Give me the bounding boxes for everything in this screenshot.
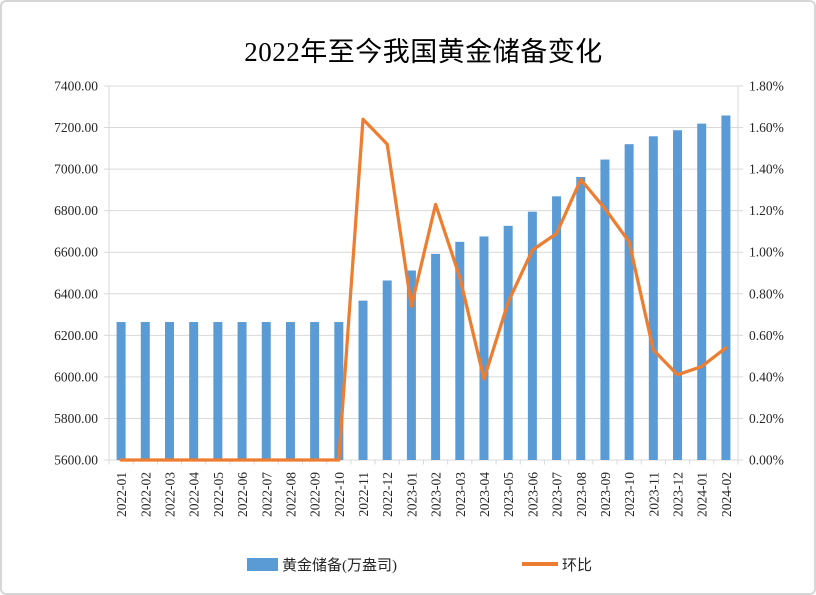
legend-label-gold-reserves: 黄金储备(万盎司) — [282, 557, 397, 574]
y2-axis-tick-label: 1.80% — [749, 79, 784, 94]
x-axis-tick-label: 2023-08 — [574, 472, 589, 517]
bar — [721, 115, 731, 460]
bar — [382, 280, 392, 460]
bar — [431, 253, 441, 460]
y2-axis-tick-label: 1.00% — [749, 245, 784, 260]
x-axis-tick-label: 2023-04 — [477, 472, 492, 517]
x-axis-tick-label: 2024-02 — [719, 472, 734, 517]
y-axis-tick-label: 6400.00 — [54, 286, 98, 301]
x-axis-tick-label: 2022-07 — [259, 472, 274, 517]
bar — [406, 270, 416, 460]
x-axis-tick-label: 2023-02 — [429, 472, 444, 517]
y-axis-tick-label: 6200.00 — [54, 328, 98, 343]
y2-axis-tick-label: 1.40% — [749, 162, 784, 177]
y2-axis-tick-label: 0.80% — [749, 286, 784, 301]
y-axis-tick-label: 7000.00 — [54, 162, 98, 177]
x-axis-tick-label: 2022-06 — [235, 472, 250, 517]
x-axis-tick-label: 2023-07 — [550, 472, 565, 517]
x-axis-tick-label: 2022-03 — [162, 472, 177, 517]
x-axis-tick-label: 2022-10 — [332, 472, 347, 517]
bar — [358, 300, 368, 460]
trend-line — [119, 117, 728, 462]
y-axis-tick-label: 7200.00 — [54, 120, 98, 135]
bar — [648, 136, 658, 460]
y2-axis-tick-label: 0.40% — [749, 369, 784, 384]
bar-swatch-icon — [247, 557, 278, 571]
bar — [673, 130, 683, 461]
x-axis-tick-label: 2022-05 — [211, 472, 226, 517]
bar — [624, 144, 634, 460]
bar — [140, 322, 150, 460]
y-axis-tick-label: 5600.00 — [54, 453, 98, 468]
x-axis-tick-label: 2024-01 — [695, 472, 710, 517]
legend-item-mom-change: 环比 — [522, 550, 592, 578]
bar — [164, 322, 174, 460]
x-axis-tick-label: 2022-02 — [138, 472, 153, 517]
bar — [697, 123, 707, 460]
legend-item-gold-reserves: 黄金储备(万盎司) — [247, 550, 397, 578]
x-axis-tick-label: 2023-06 — [525, 472, 540, 517]
bar — [237, 322, 247, 460]
x-axis-tick-label: 2023-01 — [404, 472, 419, 517]
y-axis-tick-label: 6600.00 — [54, 245, 98, 260]
x-axis-tick-label: 2022-08 — [283, 472, 298, 517]
x-axis-tick-label: 2022-01 — [114, 472, 129, 517]
x-axis-tick-label: 2023-10 — [622, 472, 637, 517]
y2-axis-tick-label: 0.00% — [749, 453, 784, 468]
bar — [116, 322, 126, 460]
x-axis-tick-label: 2022-12 — [380, 472, 395, 517]
y2-axis-tick-label: 0.60% — [749, 328, 784, 343]
y2-axis-tick-label: 0.20% — [749, 411, 784, 426]
y-axis-tick-label: 7400.00 — [54, 79, 98, 94]
bar — [600, 159, 610, 460]
bar — [310, 322, 320, 460]
bar — [189, 322, 199, 460]
x-axis-tick-label: 2023-09 — [598, 472, 613, 517]
bar — [261, 322, 271, 460]
y-axis-tick-label: 6800.00 — [54, 203, 98, 218]
x-axis-tick-label: 2022-09 — [308, 472, 323, 517]
bar — [285, 322, 295, 460]
bar — [527, 211, 537, 460]
chart-title: 2022年至今我国黄金储备变化 — [244, 37, 603, 67]
bar — [503, 225, 513, 460]
x-axis-tick-label: 2023-03 — [453, 472, 468, 517]
y-axis-tick-label: 6000.00 — [54, 369, 98, 384]
bar — [334, 322, 344, 460]
legend: 黄金储备(万盎司) 环比 — [2, 550, 814, 578]
y-axis-tick-label: 5800.00 — [54, 411, 98, 426]
x-axis-tick-label: 2023-11 — [646, 472, 661, 517]
legend-label-mom-change: 环比 — [562, 557, 593, 574]
bar — [213, 322, 223, 460]
line-swatch-icon — [522, 562, 558, 566]
bar — [552, 196, 562, 460]
x-axis-tick-label: 2023-12 — [671, 472, 686, 517]
bar — [576, 177, 586, 461]
y2-axis-tick-label: 1.60% — [749, 120, 784, 135]
x-axis-tick-label: 2022-04 — [187, 472, 202, 517]
y2-axis-tick-label: 1.20% — [749, 203, 784, 218]
x-axis-tick-label: 2022-11 — [356, 472, 371, 517]
bar — [455, 241, 465, 460]
x-axis-tick-label: 2023-05 — [501, 472, 516, 517]
bar — [479, 236, 489, 460]
